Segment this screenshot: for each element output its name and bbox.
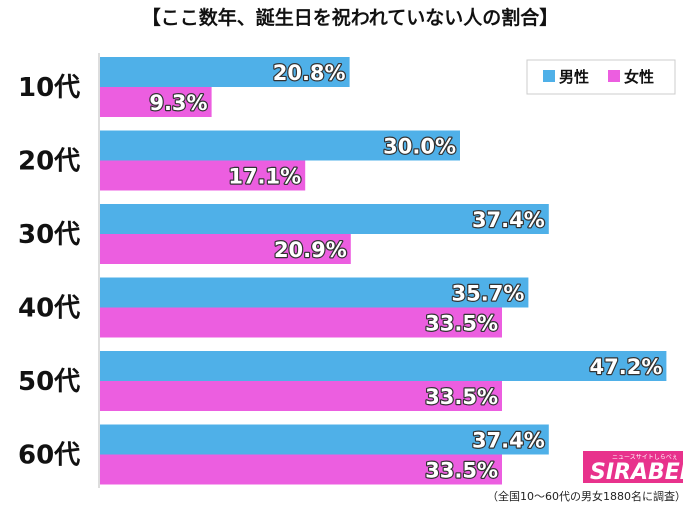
bar-female: [100, 87, 212, 117]
value-label-male: 47.2%: [590, 355, 663, 379]
value-label-male: 20.8%: [273, 61, 346, 85]
bar-female: [100, 160, 306, 191]
legend: 男性 女性: [526, 59, 676, 95]
value-label-female: 33.5%: [425, 385, 498, 409]
logo-text: SIRABEE: [590, 460, 695, 485]
bar-female: [100, 307, 502, 338]
category-labels-group: 10代 20代 30代 40代 50代 60代: [18, 73, 80, 471]
sirabee-logo: ニュースサイトしらべぇ SIRABEE: [583, 451, 695, 485]
value-label-male: 35.7%: [452, 282, 525, 306]
bar-male: [100, 57, 350, 87]
category-label: 20代: [18, 147, 80, 177]
survey-note: （全国10～60代の男女1880名に調査）: [487, 489, 686, 503]
category-label: 50代: [18, 367, 80, 397]
legend-swatch-female: [608, 70, 620, 82]
value-label-male: 30.0%: [383, 135, 456, 159]
category-label: 10代: [18, 73, 80, 103]
legend-label-male: 男性: [559, 68, 589, 86]
legend-swatch-male: [543, 70, 555, 82]
bar-male: [100, 277, 529, 308]
value-label-female: 20.9%: [274, 238, 347, 262]
logo-subtext: ニュースサイトしらべぇ: [612, 454, 678, 461]
value-label-male: 37.4%: [472, 208, 545, 232]
category-label: 60代: [18, 441, 80, 471]
value-label-female: 33.5%: [425, 459, 498, 483]
chart-title: 【ここ数年、誕生日を祝われていない人の割合】: [142, 6, 558, 29]
value-label-male: 37.4%: [472, 429, 545, 453]
bars-group: 20.8% 9.3% 30.0% 17.1% 37.4% 20.9% 35.7% 33.5% 4…: [100, 57, 667, 485]
legend-label-female: 女性: [624, 68, 654, 86]
bar-male: [100, 204, 549, 234]
value-label-female: 17.1%: [228, 165, 301, 189]
value-label-female: 9.3%: [149, 91, 207, 115]
bar-male: [100, 130, 460, 161]
value-label-female: 33.5%: [425, 312, 498, 336]
bar-male: [100, 351, 667, 381]
bar-female: [100, 234, 351, 264]
bar-female: [100, 454, 502, 485]
category-label: 30代: [18, 220, 80, 250]
logo-background: [583, 451, 683, 483]
category-label: 40代: [18, 294, 80, 324]
bar-male: [100, 424, 549, 455]
bar-female: [100, 381, 502, 411]
